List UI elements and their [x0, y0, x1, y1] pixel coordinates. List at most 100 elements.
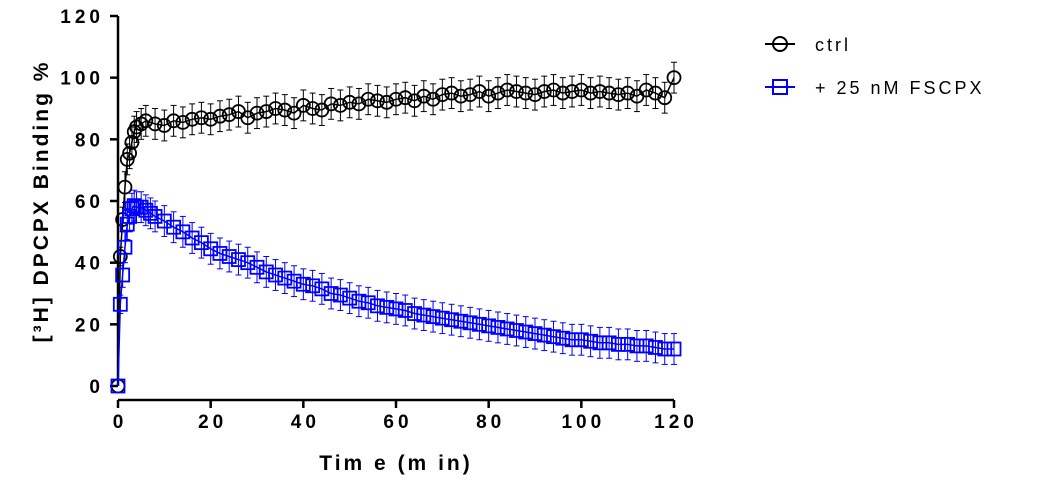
data-point-ctrl	[117, 179, 133, 195]
data-point-fscpx	[546, 329, 561, 345]
legend-label-fscpx: + 25 nM FSCPX	[815, 78, 985, 98]
data-point-fscpx	[305, 278, 321, 294]
data-point-fscpx	[481, 318, 497, 334]
data-point-ctrl	[471, 84, 487, 99]
data-point-ctrl	[481, 88, 497, 104]
data-point-fscpx	[112, 296, 128, 312]
data-point-fscpx	[124, 201, 140, 217]
data-point-ctrl	[240, 110, 256, 126]
data-point-ctrl	[305, 101, 321, 116]
data-point-fscpx	[536, 327, 552, 343]
data-point-fscpx	[360, 295, 376, 311]
data-point-fscpx	[203, 241, 219, 257]
legend-marker-fscpx	[772, 79, 788, 95]
data-point-ctrl	[122, 145, 137, 161]
data-point-ctrl	[295, 98, 311, 113]
data-point-fscpx	[342, 290, 358, 306]
x-tick-label-60: 60	[383, 412, 412, 433]
data-point-ctrl	[620, 85, 636, 101]
data-point-ctrl	[407, 93, 422, 109]
data-point-ctrl	[351, 96, 367, 112]
data-point-fscpx	[166, 219, 182, 235]
data-point-fscpx	[657, 341, 673, 357]
data-point-ctrl	[147, 116, 163, 132]
data-point-ctrl	[444, 85, 460, 101]
data-point-ctrl	[370, 93, 385, 109]
data-point-fscpx	[277, 270, 293, 286]
data-point-ctrl	[490, 85, 506, 101]
data-point-fscpx	[295, 276, 311, 292]
data-point-fscpx	[147, 209, 163, 224]
data-point-fscpx	[555, 330, 571, 346]
data-point-ctrl	[249, 105, 265, 121]
data-point-fscpx	[444, 312, 460, 328]
data-point-fscpx	[620, 336, 636, 352]
data-point-fscpx	[527, 326, 543, 341]
x-tick-label-40: 40	[291, 412, 320, 433]
data-point-ctrl	[203, 111, 219, 127]
data-point-ctrl	[546, 82, 561, 98]
data-point-ctrl	[193, 110, 209, 126]
data-point-fscpx	[601, 335, 617, 351]
data-point-fscpx	[462, 315, 478, 331]
data-point-ctrl	[509, 84, 524, 99]
data-point-ctrl	[434, 87, 450, 103]
legend-marker-ctrl	[772, 36, 788, 52]
data-point-fscpx	[397, 303, 413, 318]
x-tick-label-100: 100	[561, 412, 605, 433]
tick-labels: 0 20 40 60 80 100 120 0 20 40 60 80 100 120	[60, 7, 698, 433]
data-point-fscpx	[314, 281, 330, 297]
data-point-ctrl	[416, 88, 432, 104]
data-point-fscpx	[117, 239, 133, 255]
data-point-ctrl	[323, 96, 339, 112]
data-point-fscpx	[648, 340, 663, 355]
data-point-fscpx	[379, 299, 395, 315]
data-point-fscpx	[249, 259, 265, 275]
data-point-ctrl	[583, 85, 598, 101]
data-point-fscpx	[332, 287, 348, 303]
data-point-fscpx	[490, 320, 506, 335]
data-point-fscpx	[434, 310, 450, 326]
data-point-ctrl	[666, 70, 682, 86]
x-tick-label-80: 80	[476, 412, 505, 433]
data-point-fscpx	[110, 378, 126, 394]
data-point-ctrl	[258, 104, 274, 119]
data-point-ctrl	[518, 85, 534, 101]
data-point-ctrl	[573, 82, 589, 98]
data-point-ctrl	[601, 85, 617, 101]
data-point-fscpx	[323, 286, 339, 301]
data-point-ctrl	[277, 102, 293, 118]
data-point-fscpx	[416, 307, 432, 323]
data-point-fscpx	[351, 293, 367, 309]
data-point-ctrl	[638, 82, 654, 98]
data-point-fscpx	[611, 336, 626, 352]
data-point-ctrl	[657, 90, 673, 106]
data-point-ctrl	[268, 101, 283, 116]
data-point-ctrl	[166, 113, 182, 129]
series-line-ctrl	[117, 77, 675, 387]
data-point-fscpx	[471, 316, 487, 332]
data-point-ctrl	[342, 94, 358, 110]
data-point-fscpx	[286, 273, 302, 289]
data-point-fscpx	[115, 267, 131, 283]
data-point-fscpx	[564, 332, 580, 348]
data-point-ctrl	[592, 84, 608, 99]
data-point-ctrl	[332, 98, 348, 113]
x-tick-label-120: 120	[654, 412, 698, 433]
data-point-ctrl	[286, 105, 302, 121]
data-point-fscpx	[666, 341, 682, 357]
y-tick-label-20: 20	[75, 315, 104, 336]
markers-fscpx	[110, 198, 682, 394]
series-layer	[110, 61, 682, 394]
data-point-ctrl	[212, 108, 228, 124]
data-point-ctrl	[360, 91, 376, 107]
data-point-fscpx	[119, 216, 135, 232]
data-point-fscpx	[518, 324, 534, 340]
data-point-fscpx	[258, 264, 274, 280]
data-point-fscpx	[629, 338, 645, 354]
y-tick-label-60: 60	[75, 192, 104, 213]
data-point-fscpx	[184, 230, 200, 246]
data-point-fscpx	[499, 321, 515, 337]
data-point-ctrl	[611, 87, 626, 103]
